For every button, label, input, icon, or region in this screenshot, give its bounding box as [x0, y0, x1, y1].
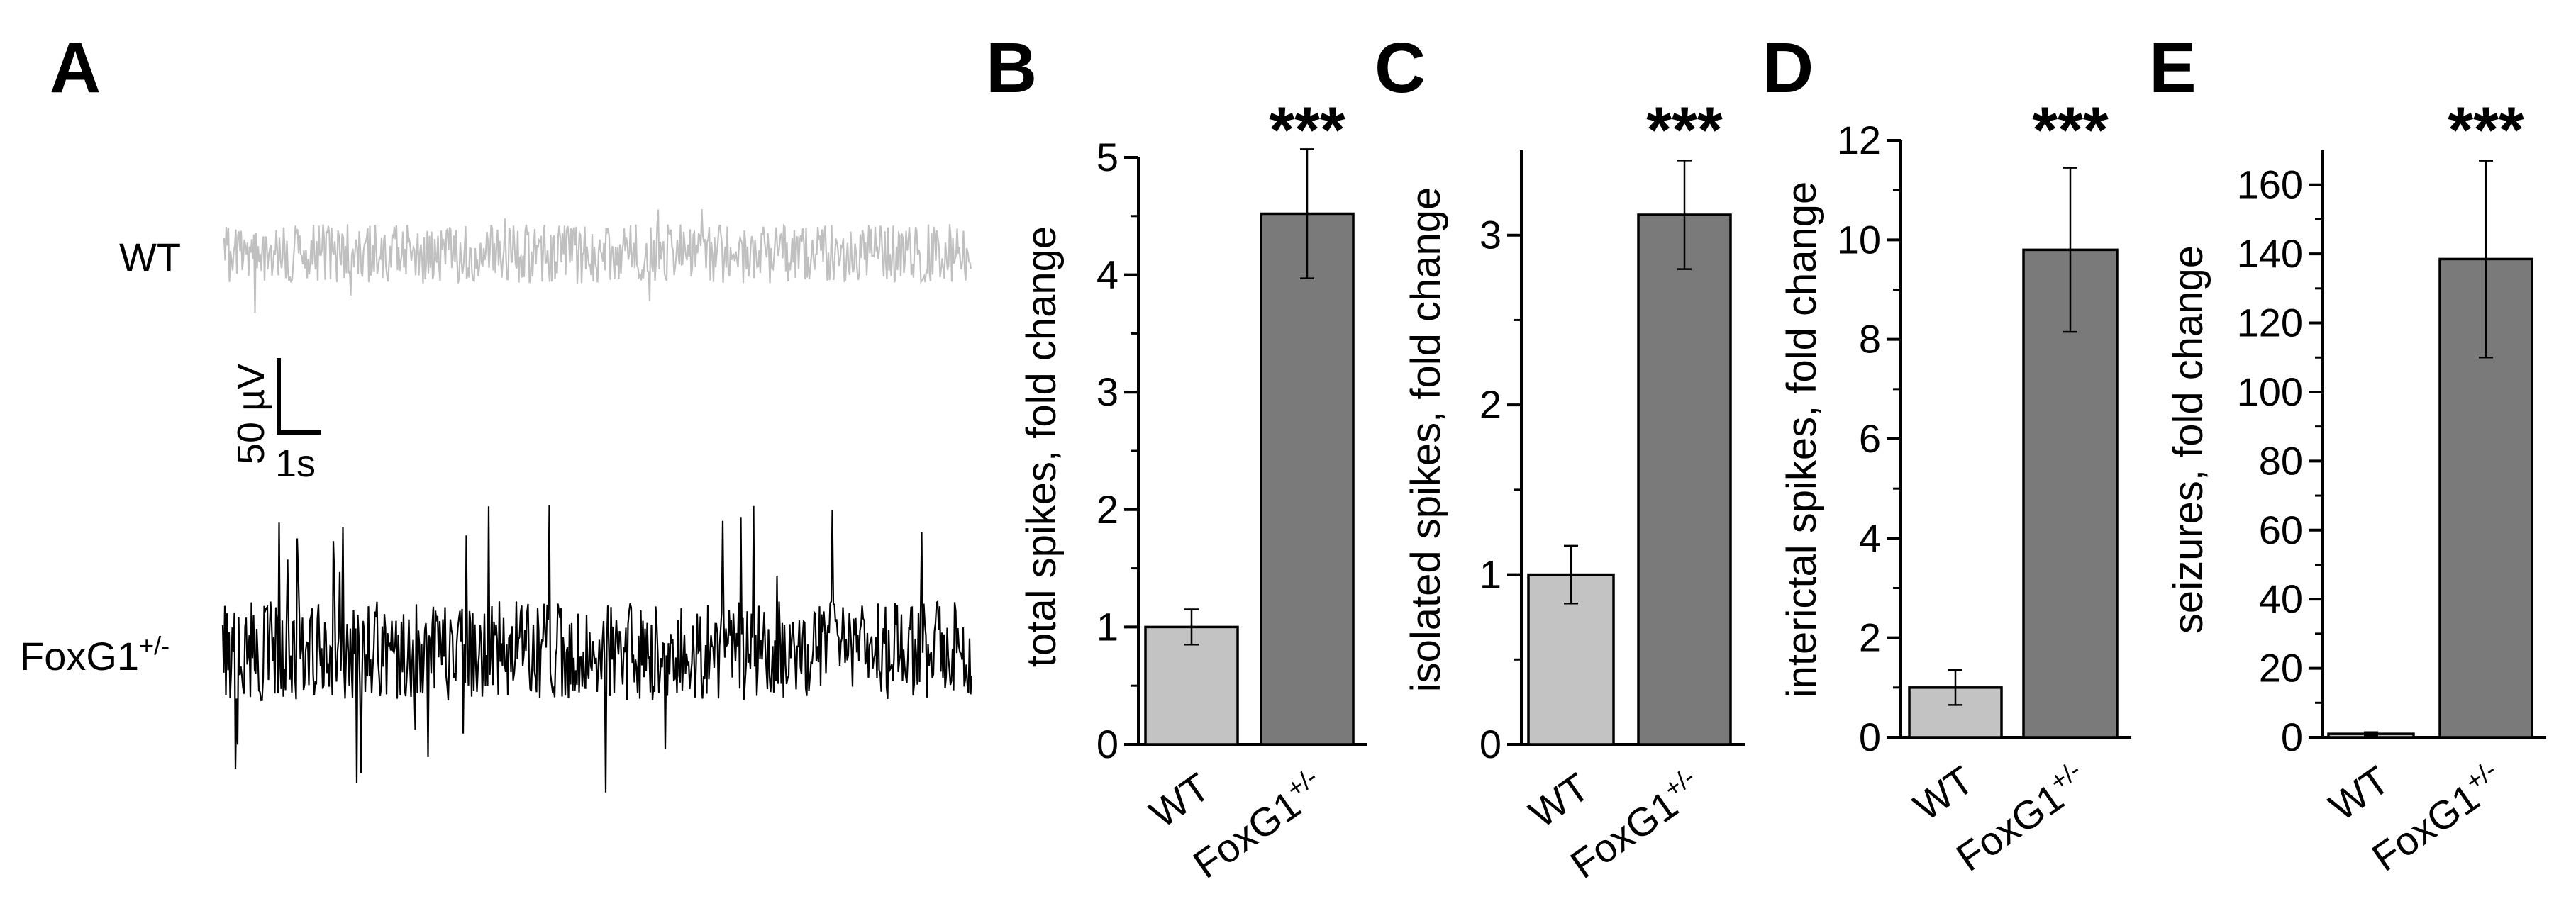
y-tick-label: 1: [1097, 604, 1118, 649]
scale-time-label: 1s: [275, 442, 316, 485]
x-label-wt: WT: [1905, 757, 1981, 829]
scale-bar: [277, 358, 321, 435]
bar-foxg1: [1637, 213, 1732, 746]
y-tick-label: 4: [1859, 515, 1881, 560]
y-axis-label: total spikes, fold change: [1018, 226, 1065, 667]
y-tick-label: 120: [2237, 301, 2303, 345]
y-tick-label: 20: [2259, 646, 2303, 691]
x-label-wt: WT: [1141, 764, 1217, 837]
panel-a: A WT 50 µV 1s FoxG1+/-: [20, 28, 973, 793]
y-tick-label: 3: [1479, 213, 1501, 257]
y-tick-label: 140: [2237, 231, 2303, 276]
x-label-foxg1: FoxG1+/-: [1184, 762, 1333, 887]
panel-letter-d: D: [1762, 28, 1814, 108]
y-tick-label: 1: [1479, 552, 1501, 597]
panel-letter-b: B: [986, 28, 1037, 108]
significance-stars: ***: [2448, 94, 2524, 167]
y-tick-label: 0: [2281, 715, 2303, 759]
y-tick-label: 100: [2237, 369, 2303, 414]
y-tick-label: 160: [2237, 162, 2303, 207]
y-tick-label: 60: [2259, 508, 2303, 552]
y-tick-label: 6: [1859, 416, 1881, 461]
x-label-wt: WT: [2321, 757, 2397, 829]
significance-stars: ***: [1646, 94, 1723, 167]
x-label-foxg1: FoxG1+/-: [1561, 762, 1711, 887]
y-tick-label: 80: [2259, 438, 2303, 483]
y-tick-label: 0: [1097, 722, 1118, 766]
panel-letter-e: E: [2149, 28, 2197, 108]
x-label-foxg1: FoxG1+/-: [2363, 755, 2512, 880]
y-tick-label: 8: [1859, 317, 1881, 362]
wt-trace-label: WT: [119, 235, 181, 279]
y-tick-label: 2: [1859, 615, 1881, 660]
bar-foxg1: [1260, 212, 1355, 746]
y-tick-label: 3: [1097, 369, 1118, 414]
x-label-foxg1: FoxG1+/-: [1947, 755, 2097, 880]
y-tick-label: 12: [1837, 118, 1881, 162]
y-axis-label: seizures, fold change: [2165, 245, 2211, 634]
panel-letter-a: A: [50, 28, 101, 108]
y-axis-label: isolated spikes, fold change: [1403, 187, 1449, 693]
significance-stars: ***: [1269, 94, 1345, 167]
y-tick-label: 10: [1837, 217, 1881, 262]
bar-wt: [1144, 625, 1239, 746]
y-axis-label: interictal spikes, fold change: [1779, 181, 1825, 698]
y-tick-label: 5: [1097, 135, 1118, 179]
x-label-wt: WT: [1521, 764, 1597, 837]
significance-stars: ***: [2032, 94, 2109, 167]
y-tick-label: 2: [1097, 487, 1118, 532]
y-tick-label: 2: [1479, 382, 1501, 427]
scale-voltage-label: 50 µV: [230, 364, 272, 464]
wt-eeg-trace: [223, 209, 972, 313]
foxg1-eeg-trace: [221, 505, 973, 793]
y-tick-label: 40: [2259, 576, 2303, 621]
y-tick-label: 0: [1479, 722, 1501, 766]
panel-letter-c: C: [1375, 28, 1426, 108]
y-tick-label: 4: [1097, 252, 1118, 297]
y-tick-label: 0: [1859, 715, 1881, 759]
foxg1-trace-label: FoxG1+/-: [20, 631, 170, 678]
